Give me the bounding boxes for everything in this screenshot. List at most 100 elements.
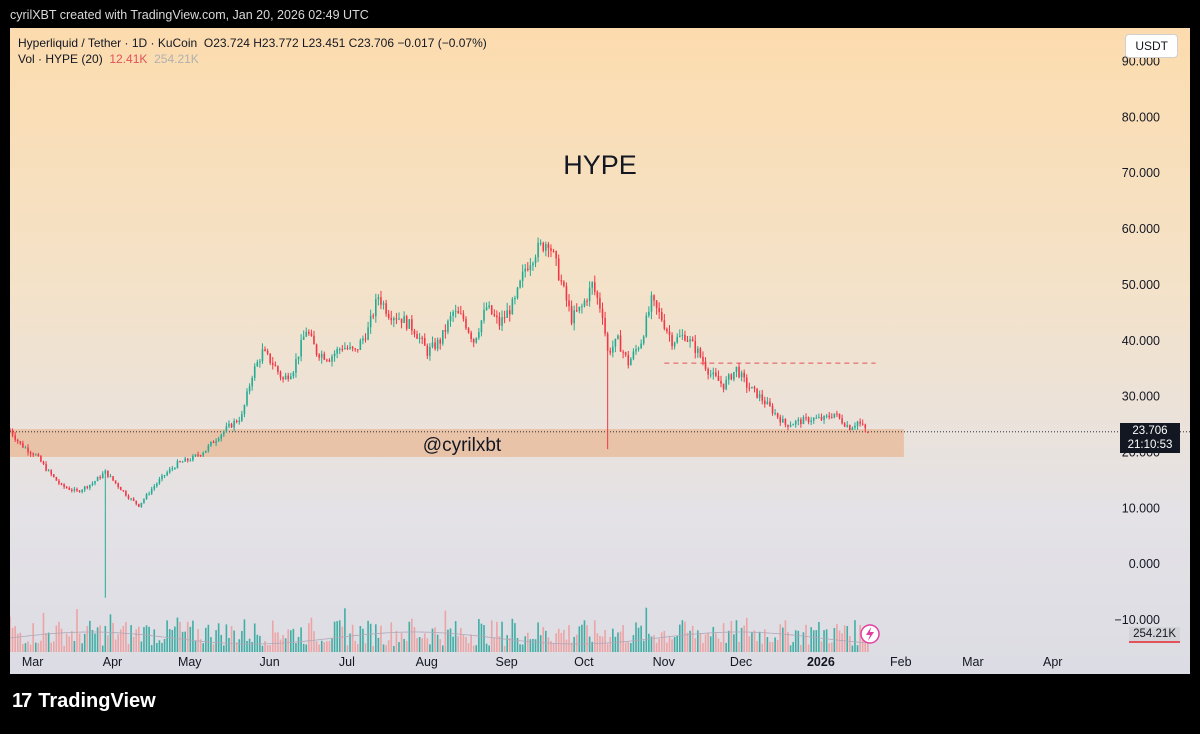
volume-bar bbox=[818, 622, 820, 652]
candle-body bbox=[94, 481, 96, 484]
volume-legend[interactable]: Vol · HYPE (20) 12.41K 254.21K bbox=[18, 52, 199, 66]
candle-body bbox=[194, 454, 197, 456]
y-tick-label: 60.000 bbox=[1122, 222, 1160, 236]
currency-button[interactable]: USDT bbox=[1125, 34, 1178, 58]
candle-body bbox=[519, 280, 521, 288]
volume-bar bbox=[691, 625, 694, 652]
candle-body bbox=[702, 356, 704, 362]
candle-body bbox=[465, 318, 467, 329]
volume-bar bbox=[336, 621, 338, 652]
candle-body bbox=[712, 372, 715, 375]
candle-body bbox=[148, 493, 150, 495]
volume-bar bbox=[745, 617, 748, 652]
candle-body bbox=[586, 300, 588, 302]
candle-body bbox=[403, 316, 405, 323]
volume-bar bbox=[802, 632, 805, 652]
volume-bar bbox=[380, 625, 382, 652]
volume-bar bbox=[614, 636, 617, 652]
candle-body bbox=[50, 470, 53, 475]
candle-body bbox=[792, 424, 794, 426]
volume-bar bbox=[467, 643, 470, 652]
candle-body bbox=[166, 472, 168, 476]
symbol-legend[interactable]: Hyperliquid / Tether · 1D · KuCoin O23.7… bbox=[18, 36, 487, 50]
volume-bar bbox=[454, 621, 457, 652]
volume-bar bbox=[550, 641, 552, 652]
candle-body bbox=[524, 268, 527, 272]
volume-bar bbox=[472, 645, 475, 652]
volume-bar bbox=[604, 630, 606, 652]
volume-bar bbox=[22, 644, 24, 652]
volume-bar bbox=[96, 627, 99, 652]
volume-bar bbox=[400, 633, 403, 652]
candle-body bbox=[14, 435, 16, 440]
candle-body bbox=[189, 460, 192, 462]
volume-bar bbox=[694, 638, 697, 652]
candle-body bbox=[506, 310, 508, 318]
candle-body bbox=[274, 364, 277, 367]
candle-body bbox=[318, 354, 320, 358]
volume-bar bbox=[411, 618, 413, 652]
volume-ma-value: 254.21K bbox=[154, 52, 199, 66]
volume-bar bbox=[233, 630, 235, 652]
candle-body bbox=[326, 359, 328, 361]
candle-body bbox=[779, 417, 782, 423]
candle-body bbox=[539, 242, 542, 244]
candle-body bbox=[681, 334, 684, 336]
volume-bar bbox=[508, 637, 511, 652]
tradingview-logo[interactable]: 17 TradingView bbox=[12, 690, 156, 713]
volume-bar bbox=[733, 634, 735, 652]
candle-body bbox=[655, 300, 658, 308]
volume-bar bbox=[727, 630, 730, 652]
volume-bar bbox=[145, 625, 148, 652]
candle-body bbox=[418, 337, 421, 339]
volume-bar bbox=[624, 642, 627, 652]
tradingview-mark-icon: 17 bbox=[12, 690, 32, 712]
symbol-name[interactable]: Hyperliquid / Tether · 1D · KuCoin bbox=[18, 36, 198, 50]
volume-bar bbox=[465, 636, 467, 652]
volume-bar bbox=[684, 621, 686, 652]
support-zone bbox=[10, 429, 904, 457]
volume-bar bbox=[836, 624, 838, 652]
volume-bar bbox=[308, 623, 310, 652]
volume-bar bbox=[367, 620, 369, 652]
candle-body bbox=[380, 297, 382, 305]
candle-body bbox=[393, 318, 395, 321]
candle-body bbox=[186, 458, 189, 461]
candle-body bbox=[849, 425, 851, 431]
candle-body bbox=[81, 489, 83, 492]
candle-body bbox=[684, 334, 686, 341]
volume-bar bbox=[375, 624, 377, 652]
volume-bar bbox=[524, 636, 527, 652]
x-tick-label: Mar bbox=[962, 655, 984, 669]
volume-bar bbox=[689, 630, 691, 652]
candle-body bbox=[238, 420, 241, 422]
volume-bar bbox=[766, 637, 769, 652]
volume-bar bbox=[800, 645, 802, 652]
volume-bar bbox=[318, 644, 320, 652]
candle-body bbox=[341, 348, 344, 350]
volume-label[interactable]: Vol · HYPE (20) bbox=[18, 52, 103, 66]
chart-area[interactable]: 90.000 80.000 70.000 60.000 50.000 40.000 30.0… bbox=[10, 28, 1190, 674]
volume-bar bbox=[632, 635, 635, 652]
candle-body bbox=[812, 418, 815, 421]
volume-bar bbox=[709, 636, 712, 652]
candle-body bbox=[475, 337, 478, 343]
volume-bar bbox=[542, 627, 545, 652]
volume-bar bbox=[591, 641, 594, 652]
volume-bar bbox=[563, 629, 565, 652]
volume-bar bbox=[841, 633, 843, 652]
candle-body bbox=[150, 488, 153, 494]
candle-body bbox=[47, 470, 50, 472]
candlestick-chart[interactable]: 90.000 80.000 70.000 60.000 50.000 40.000 30.0… bbox=[10, 28, 1190, 674]
volume-bar bbox=[364, 643, 367, 652]
volume-bar bbox=[758, 631, 761, 652]
volume-bar bbox=[86, 625, 89, 652]
x-tick-label: Dec bbox=[730, 655, 752, 669]
candle-body bbox=[243, 405, 246, 415]
candle-body bbox=[210, 441, 212, 446]
candle-body bbox=[856, 421, 859, 426]
candle-body bbox=[810, 420, 812, 423]
volume-bar bbox=[148, 626, 150, 652]
candle-body bbox=[797, 419, 800, 422]
candle-body bbox=[19, 441, 22, 444]
